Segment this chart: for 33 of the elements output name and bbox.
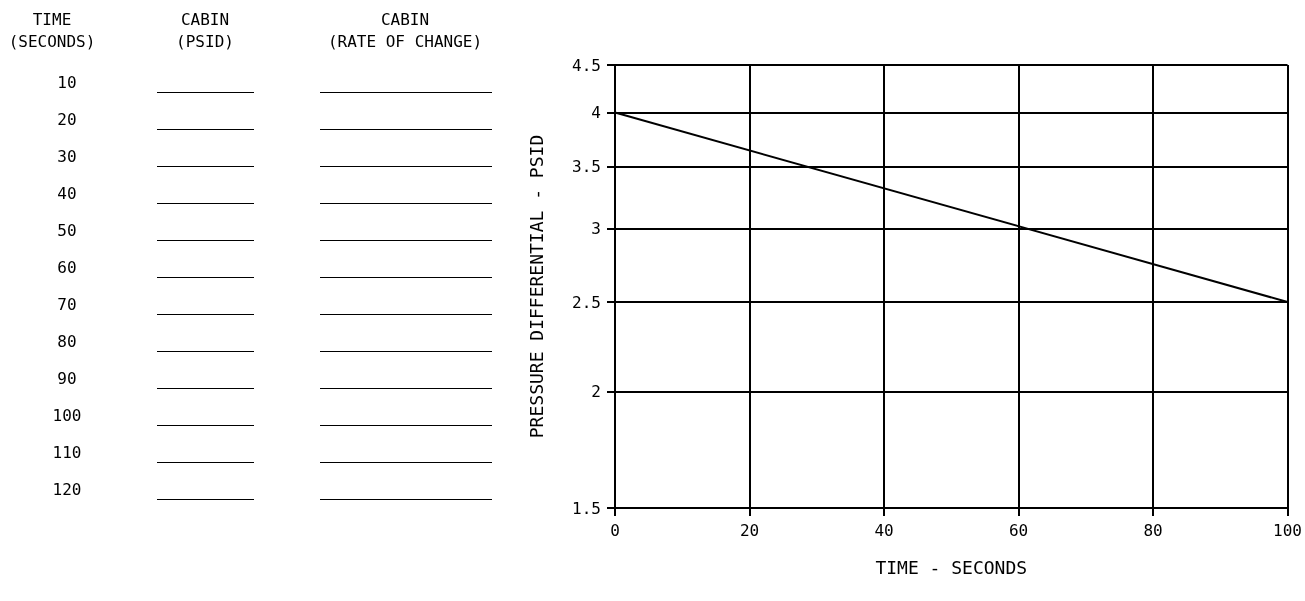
text: (RATE OF CHANGE) bbox=[327, 32, 483, 52]
text: 50 bbox=[57, 221, 77, 240]
text: 20 bbox=[57, 110, 77, 129]
x-tick-label: 80 bbox=[1143, 520, 1163, 540]
text: 30 bbox=[57, 147, 77, 166]
y-axis-title: PRESSURE DIFFERENTIAL - PSID bbox=[525, 134, 547, 439]
text: 80 bbox=[57, 332, 77, 351]
text: 60 bbox=[57, 258, 77, 277]
text: 90 bbox=[57, 369, 77, 388]
text: (SECONDS) bbox=[8, 32, 96, 52]
text: TIME bbox=[32, 10, 72, 30]
y-tick-label: 4 bbox=[591, 102, 601, 122]
text: 70 bbox=[57, 295, 77, 314]
y-tick-label: 3 bbox=[591, 219, 601, 238]
text: CABIN bbox=[180, 10, 230, 30]
text: 110 bbox=[52, 443, 82, 462]
x-tick-label: 40 bbox=[874, 520, 894, 540]
text: 10 bbox=[57, 73, 77, 92]
y-tick-label: 3.5 bbox=[572, 156, 601, 176]
y-tick-label: 2.5 bbox=[572, 292, 601, 312]
y-tick-label: 2 bbox=[591, 382, 601, 402]
text: CABIN bbox=[380, 10, 430, 30]
x-tick-label: 100 bbox=[1273, 520, 1302, 540]
text: (PSID) bbox=[176, 32, 234, 52]
y-tick-label: 1.5 bbox=[572, 498, 601, 518]
text: 120 bbox=[52, 480, 82, 499]
x-tick-label: 0 bbox=[610, 520, 620, 540]
x-tick-label: 60 bbox=[1008, 520, 1029, 540]
text: 40 bbox=[57, 184, 77, 203]
x-axis-title: TIME - SECONDS bbox=[875, 556, 1028, 578]
y-tick-label: 4.5 bbox=[572, 55, 601, 75]
text: 100 bbox=[52, 406, 82, 425]
x-tick-label: 20 bbox=[739, 520, 760, 540]
